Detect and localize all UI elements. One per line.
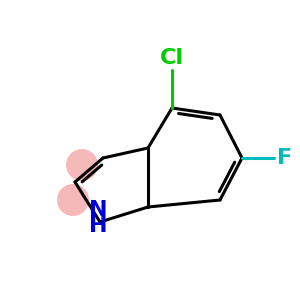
Text: Cl: Cl [160,48,184,68]
Text: N: N [89,200,107,220]
Text: H: H [89,216,107,236]
Circle shape [57,184,89,216]
Circle shape [66,149,98,181]
Text: F: F [277,148,292,168]
